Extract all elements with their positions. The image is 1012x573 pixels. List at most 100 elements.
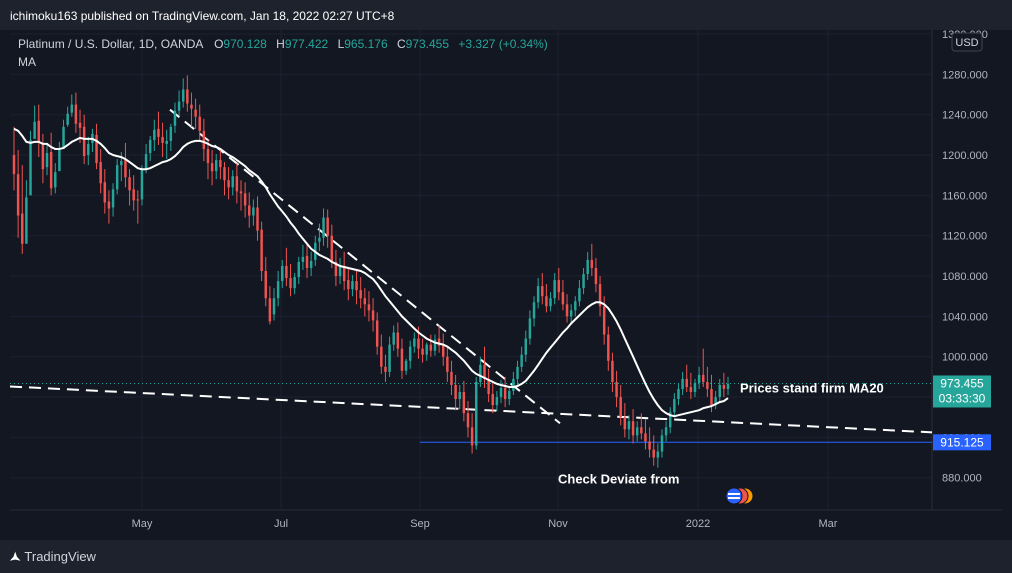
candle-body	[594, 267, 598, 285]
candle-body	[433, 339, 437, 351]
candle-body	[120, 161, 123, 166]
candle-body	[177, 101, 181, 111]
x-tick-label: Mar	[819, 518, 838, 530]
candle-body	[202, 130, 206, 149]
candle-body	[243, 193, 247, 206]
ma20-annotation[interactable]: Prices stand firm MA20	[740, 380, 884, 395]
candle-body	[664, 427, 668, 436]
currency-label: USD	[955, 37, 978, 49]
x-tick-label: Nov	[548, 518, 568, 530]
symbol-name: Platinum / U.S. Dollar, 1D, OANDA	[18, 37, 203, 51]
candle-body	[58, 150, 61, 172]
candle-body	[656, 451, 660, 458]
candle-body	[301, 256, 305, 262]
candle-body	[466, 413, 470, 428]
footer-bar	[0, 540, 1012, 573]
price-chart[interactable]: 1320.0001280.0001240.0001200.0001160.000…	[0, 0, 1012, 540]
tradingview-logo[interactable]: 🟂 TradingView	[10, 548, 96, 567]
candle-body	[289, 278, 292, 289]
support-price-label: 915.125	[940, 435, 984, 449]
x-tick-label: Sep	[410, 518, 430, 530]
candle-body	[512, 378, 515, 392]
candle-body	[272, 298, 276, 315]
candle-body	[710, 388, 713, 406]
candle-body	[194, 109, 197, 117]
candle-body	[516, 366, 519, 379]
candle-body	[285, 265, 288, 279]
candle-body	[264, 271, 267, 299]
candle-body	[648, 441, 651, 450]
deviate-annotation[interactable]: Check Deviate from	[558, 471, 679, 486]
candle-body	[458, 392, 461, 400]
candle-body	[334, 261, 338, 277]
candle-body	[541, 286, 544, 297]
candle-body	[499, 387, 503, 398]
price-axis[interactable]: 1320.0001280.0001240.0001200.0001160.000…	[942, 29, 988, 485]
candle-body	[446, 356, 449, 372]
candle-body	[545, 296, 548, 307]
candle-body	[714, 397, 717, 406]
candle-body	[475, 381, 478, 446]
candle-body	[598, 284, 602, 307]
published-by-label: ichimoku163 published on TradingView.com…	[10, 9, 395, 23]
candle-body	[380, 346, 383, 367]
candle-body	[107, 201, 111, 209]
candle-body	[627, 421, 631, 430]
candle-body	[508, 391, 511, 400]
candle-body	[276, 281, 280, 299]
candle-body	[701, 374, 705, 382]
publish-bar: ichimoku163 published on TradingView.com…	[0, 0, 1012, 30]
candle-body	[136, 199, 140, 201]
candle-body	[367, 304, 371, 311]
candle-body	[392, 332, 395, 345]
candle-body	[87, 143, 90, 156]
last-price-badge: 973.455 03:33:30	[933, 375, 991, 408]
candle-body	[528, 318, 532, 339]
candle-body	[602, 306, 606, 335]
candle-body	[214, 160, 218, 172]
candle-body	[693, 382, 697, 393]
ma-line[interactable]	[13, 127, 729, 418]
candle-body	[429, 344, 433, 351]
candle-body	[470, 427, 474, 446]
x-tick-label: Jul	[274, 518, 288, 530]
candle-body	[181, 89, 185, 102]
candle-body	[12, 155, 16, 175]
candle-body	[169, 126, 173, 141]
support-price-badge: 915.125	[933, 434, 991, 451]
candle-body	[574, 301, 577, 311]
candle-body	[111, 189, 115, 208]
candlestick-series[interactable]	[12, 75, 730, 468]
candle-body	[417, 338, 420, 349]
x-tick-label: 2022	[686, 518, 710, 530]
close-label: C	[397, 37, 406, 51]
candle-body	[124, 160, 127, 178]
tv-logo-icon: 🟂	[10, 549, 21, 564]
candle-body	[668, 412, 672, 428]
candle-body	[66, 113, 69, 125]
low-label: L	[338, 37, 345, 51]
candle-body	[351, 281, 354, 290]
candle-body	[190, 104, 193, 109]
currency-badge[interactable]: USD	[951, 32, 983, 52]
candle-body	[384, 366, 387, 372]
trendlines[interactable]	[9, 108, 933, 443]
events-icon[interactable]	[725, 487, 754, 505]
open-value: 970.128	[223, 37, 267, 51]
candle-body	[487, 378, 490, 395]
candle-body	[70, 104, 74, 113]
candle-body	[660, 435, 664, 452]
candle-body	[536, 286, 540, 303]
indicator-label: MA	[18, 55, 36, 69]
candle-body	[532, 302, 536, 319]
candle-body	[553, 280, 556, 299]
candle-body	[293, 277, 296, 289]
candle-body	[561, 292, 565, 305]
candle-body	[640, 427, 643, 434]
symbol-legend: Platinum / U.S. Dollar, 1D, OANDA O970.1…	[18, 37, 548, 69]
time-axis[interactable]: May Jul Sep Nov 2022 Mar	[132, 518, 838, 530]
candle-body	[462, 392, 466, 414]
candle-body	[652, 449, 655, 458]
y-tick-label: 1240.000	[942, 110, 988, 122]
x-tick-label: May	[132, 518, 153, 530]
